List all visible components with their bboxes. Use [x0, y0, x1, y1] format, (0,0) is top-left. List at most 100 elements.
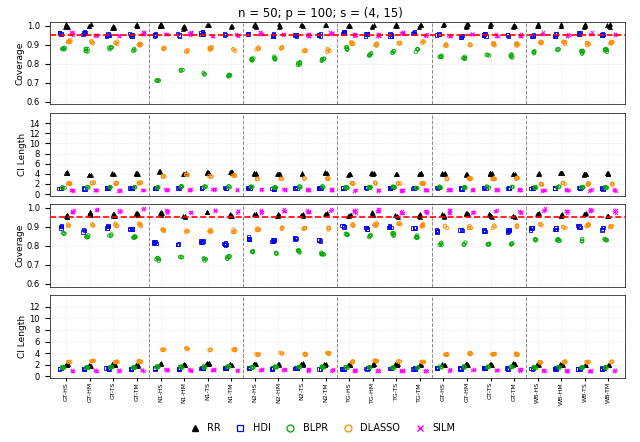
Point: [550, 30, 561, 38]
Point: [205, 45, 215, 52]
Point: [605, 224, 615, 231]
Point: [150, 31, 160, 38]
Point: [324, 224, 334, 231]
Point: [184, 31, 195, 38]
Point: [486, 212, 497, 219]
Point: [419, 38, 429, 45]
Point: [596, 185, 607, 192]
Point: [111, 223, 122, 230]
Point: [280, 366, 290, 373]
Point: [224, 183, 234, 190]
Point: [257, 366, 267, 373]
Point: [465, 350, 476, 357]
Point: [134, 41, 145, 48]
Point: [504, 184, 514, 191]
Point: [509, 361, 520, 368]
Point: [372, 358, 382, 365]
Point: [232, 186, 242, 193]
Point: [299, 175, 309, 182]
Point: [92, 207, 102, 214]
Point: [134, 180, 144, 187]
Point: [479, 184, 490, 191]
Point: [461, 171, 471, 179]
Point: [326, 367, 337, 374]
Point: [528, 32, 538, 39]
Point: [114, 33, 124, 40]
Point: [178, 212, 188, 219]
Point: [127, 185, 137, 192]
Point: [467, 30, 477, 37]
Point: [220, 241, 230, 248]
Point: [535, 221, 545, 228]
Point: [159, 228, 169, 235]
Point: [510, 171, 520, 178]
Point: [201, 255, 211, 263]
Point: [412, 234, 422, 241]
Point: [152, 364, 163, 371]
Point: [78, 229, 88, 236]
Point: [221, 365, 232, 372]
Point: [108, 210, 118, 217]
Point: [110, 221, 120, 229]
Point: [64, 358, 74, 366]
Point: [106, 44, 116, 51]
Point: [557, 170, 567, 177]
Point: [504, 227, 515, 234]
Point: [325, 28, 335, 35]
Point: [337, 184, 348, 191]
Point: [317, 183, 328, 190]
Point: [516, 210, 526, 217]
Point: [536, 181, 546, 188]
Point: [461, 170, 471, 177]
Point: [317, 57, 327, 65]
Point: [431, 364, 442, 371]
Point: [391, 22, 401, 29]
Point: [387, 229, 397, 236]
Point: [442, 225, 452, 232]
Point: [232, 186, 242, 193]
Point: [468, 209, 479, 216]
Point: [244, 236, 254, 243]
Point: [248, 364, 258, 371]
Point: [290, 365, 300, 372]
Point: [186, 29, 196, 36]
Point: [219, 240, 229, 247]
Point: [556, 22, 566, 29]
Point: [502, 366, 513, 373]
Point: [420, 368, 430, 375]
Point: [580, 21, 590, 28]
Point: [64, 179, 74, 187]
Point: [415, 21, 426, 28]
Point: [206, 46, 216, 53]
Point: [296, 22, 307, 29]
Point: [422, 367, 432, 374]
Point: [535, 39, 545, 46]
Point: [316, 185, 326, 192]
Point: [585, 207, 595, 214]
Point: [584, 206, 595, 213]
Point: [255, 186, 266, 193]
Point: [460, 363, 470, 370]
Point: [459, 241, 469, 248]
Point: [56, 365, 67, 372]
Point: [347, 179, 357, 187]
Point: [80, 186, 90, 193]
Point: [209, 186, 220, 193]
Point: [537, 30, 547, 38]
Point: [104, 223, 114, 230]
Point: [154, 168, 164, 175]
Point: [65, 37, 76, 44]
Point: [339, 223, 349, 230]
Point: [484, 241, 494, 248]
Point: [600, 46, 610, 53]
Point: [514, 208, 524, 215]
Point: [175, 253, 185, 260]
Point: [291, 33, 301, 40]
Point: [581, 223, 591, 230]
Point: [131, 234, 141, 241]
Point: [153, 255, 163, 262]
Point: [607, 358, 617, 365]
Point: [365, 184, 375, 191]
Point: [372, 187, 383, 194]
Point: [490, 351, 500, 358]
